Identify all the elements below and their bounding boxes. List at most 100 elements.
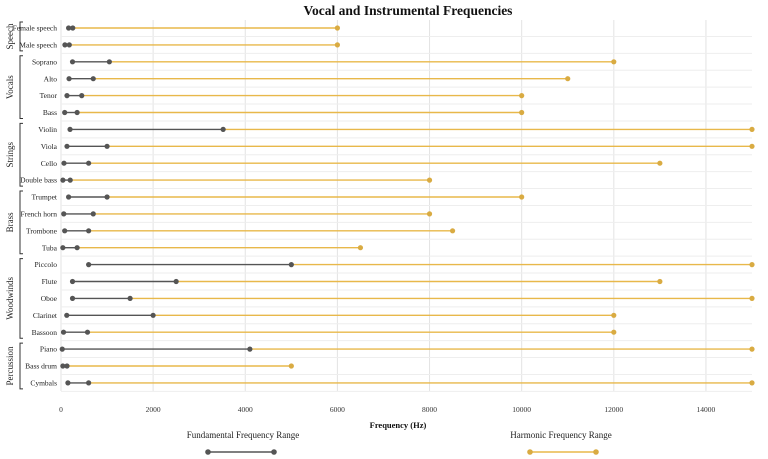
- fundamental-end-point-violin: [220, 126, 226, 132]
- fundamental-end-point-flute: [173, 278, 179, 285]
- harmonic-end-point-french-horn: [426, 211, 433, 217]
- harmonic-end-point-viola: [749, 143, 755, 149]
- category-label-male-speech: Male speech: [19, 41, 57, 50]
- group-bracket-strings: [19, 122, 23, 187]
- fundamental-start-point-piccolo: [86, 262, 92, 268]
- category-label-flute: Flute: [42, 277, 58, 286]
- fundamental-start-point-piano: [59, 346, 65, 352]
- harmonic-end-point-clarinet: [611, 312, 617, 318]
- harmonic-end-point-female-speech: [334, 25, 340, 31]
- fundamental-start-point-viola: [64, 143, 70, 149]
- x-tick-label: 12000: [604, 405, 623, 414]
- x-tick-label: 10000: [512, 405, 531, 414]
- group-label-speech: Speech: [5, 23, 15, 49]
- harmonic-end-point-trumpet: [519, 194, 525, 200]
- fundamental-end-point-male-speech: [66, 42, 72, 48]
- category-label-french-horn: French horn: [21, 210, 58, 219]
- group-label-vocals: Vocals: [5, 75, 15, 99]
- category-label-soprano: Soprano: [32, 57, 57, 66]
- chart-title: Vocal and Instrumental Frequencies: [304, 3, 513, 18]
- fundamental-start-point-cymbals: [65, 380, 71, 386]
- fundamental-end-point-cello: [86, 160, 92, 166]
- harmonic-end-point-soprano: [611, 59, 617, 65]
- category-label-tuba: Tuba: [42, 243, 58, 252]
- harmonic-series: [66, 25, 755, 386]
- harmonic-end-point-bass-drum: [288, 363, 294, 369]
- harmonic-end-point-male-speech: [334, 42, 340, 48]
- group-label-strings: Strings: [5, 142, 15, 168]
- fundamental-end-point-bass: [74, 109, 80, 116]
- fundamental-end-point-tenor: [79, 93, 85, 99]
- category-label-cymbals: Cymbals: [30, 379, 57, 388]
- category-label-trombone: Trombone: [26, 226, 58, 235]
- fundamental-start-point-french-horn: [61, 211, 67, 217]
- harmonic-end-point-cymbals: [749, 380, 755, 386]
- category-label-bass-drum: Bass drum: [25, 362, 57, 371]
- harmonic-end-point-tenor: [519, 93, 525, 99]
- category-label-viola: Viola: [41, 142, 58, 151]
- legend-dot-fundamental-start: [205, 449, 211, 455]
- x-tick-label: 6000: [330, 405, 345, 414]
- row-separators: [61, 35, 752, 392]
- fundamental-end-point-oboe: [127, 295, 133, 301]
- group-label-percussion: Percussion: [5, 346, 15, 385]
- fundamental-end-point-alto: [90, 76, 96, 82]
- fundamental-end-point-cymbals: [86, 380, 92, 386]
- fundamental-end-point-female-speech: [70, 25, 76, 31]
- harmonic-end-point-bass: [519, 109, 525, 116]
- category-label-female-speech: Female speech: [13, 24, 58, 33]
- fundamental-start-point-bass-drum: [60, 363, 66, 369]
- fundamental-start-point-oboe: [69, 295, 76, 301]
- category-label-alto: Alto: [44, 74, 58, 83]
- fundamental-start-point-trumpet: [66, 194, 72, 200]
- fundamental-end-point-trumpet: [104, 194, 110, 200]
- harmonic-end-point-alto: [565, 76, 571, 82]
- fundamental-end-point-double-bass: [67, 177, 73, 183]
- fundamental-end-point-soprano: [106, 59, 112, 65]
- legend-dot-fundamental-end: [271, 449, 277, 455]
- legend: Fundamental Frequency Range Harmonic Fre…: [187, 430, 612, 455]
- group-bracket-woodwinds: [19, 258, 23, 339]
- category-label-trumpet: Trumpet: [31, 193, 57, 202]
- fundamental-end-point-bassoon: [84, 329, 91, 335]
- category-label-piccolo: Piccolo: [35, 260, 58, 269]
- fundamental-start-point-trombone: [62, 228, 68, 234]
- group-brackets: Speech Vocals Strings Brass Woodwinds Percuss…: [5, 21, 23, 390]
- category-label-tenor: Tenor: [40, 91, 58, 100]
- harmonic-end-point-flute: [657, 278, 663, 285]
- fundamental-start-point-clarinet: [64, 312, 70, 318]
- legend-dot-harmonic-start: [527, 449, 533, 455]
- fundamental-start-point-female-speech: [66, 25, 72, 31]
- x-tick-label: 8000: [422, 405, 437, 414]
- fundamental-start-point-male-speech: [62, 42, 68, 48]
- harmonic-end-point-violin: [749, 126, 755, 132]
- fundamental-start-point-bassoon: [60, 329, 67, 335]
- fundamental-end-point-bass-drum: [64, 363, 70, 369]
- group-bracket-brass: [19, 190, 23, 255]
- fundamental-end-point-french-horn: [90, 211, 96, 217]
- fundamental-start-point-flute: [69, 278, 76, 285]
- x-tick-label: 2000: [146, 405, 161, 414]
- group-bracket-speech: [19, 21, 23, 52]
- fundamental-start-point-tenor: [64, 93, 70, 99]
- harmonic-end-point-piano: [749, 346, 755, 352]
- category-labels: Female speech Male speech Soprano Alto Tenor…: [13, 24, 58, 388]
- category-label-oboe: Oboe: [41, 294, 58, 303]
- fundamental-end-point-piccolo: [288, 262, 294, 268]
- group-bracket-vocals: [19, 55, 23, 119]
- group-label-brass: Brass: [5, 212, 15, 232]
- fundamental-end-point-clarinet: [150, 312, 156, 318]
- fundamental-start-point-tuba: [60, 245, 66, 251]
- legend-label-fundamental: Fundamental Frequency Range: [187, 430, 299, 440]
- category-label-double-bass: Double bass: [20, 176, 57, 185]
- harmonic-end-point-cello: [657, 160, 663, 166]
- fundamental-start-point-cello: [61, 160, 67, 166]
- category-label-piano: Piano: [40, 345, 57, 354]
- fundamental-series: [59, 25, 294, 386]
- harmonic-end-point-piccolo: [749, 262, 755, 268]
- x-axis-ticks: 0 2000 4000 6000 8000 10000 12000 14000: [59, 405, 715, 414]
- harmonic-end-point-oboe: [749, 295, 755, 301]
- category-label-clarinet: Clarinet: [33, 311, 58, 320]
- group-label-woodwinds: Woodwinds: [5, 277, 15, 320]
- x-tick-label: 0: [59, 405, 63, 414]
